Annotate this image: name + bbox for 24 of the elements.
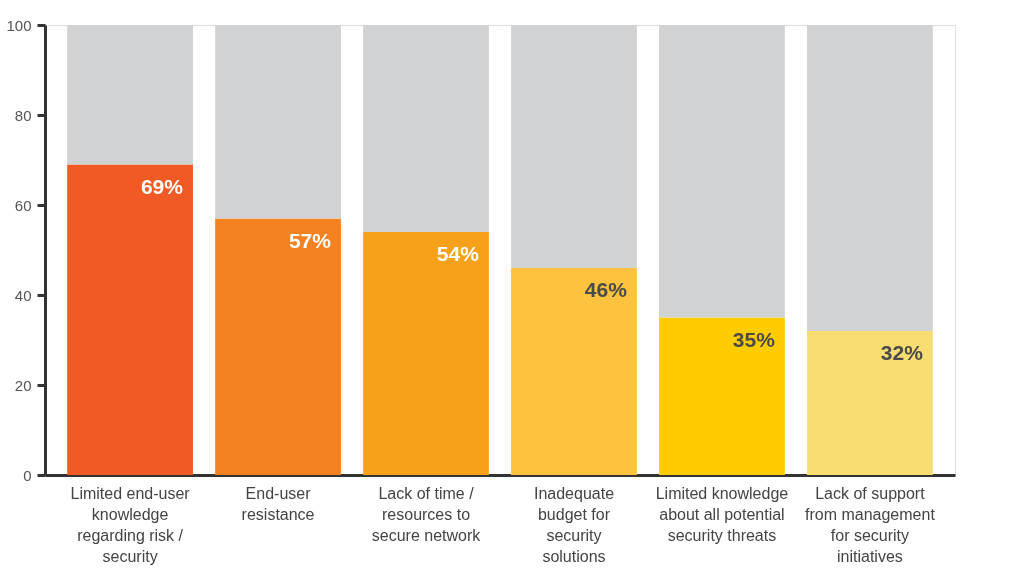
- data-label: 32%: [880, 341, 924, 364]
- data-label: 35%: [732, 327, 776, 351]
- bar: [215, 218, 341, 475]
- data-label: 54%: [436, 242, 480, 265]
- x-tick-label: Limited knowledge about all potential security threats: [655, 484, 789, 544]
- bar: [67, 164, 193, 475]
- x-tick-label: End-user resistance: [241, 484, 315, 523]
- y-tick-label: 20: [14, 376, 32, 394]
- x-tick-label: Lack of support from management for security initiatives: [805, 484, 936, 565]
- bar: [511, 268, 637, 475]
- data-label: 69%: [140, 174, 184, 198]
- x-tick-label: Inadequate budget for security solutions: [533, 484, 615, 565]
- bar: [363, 232, 489, 475]
- x-tick-label: Lack of time / resources to secure network: [371, 484, 482, 544]
- y-tick-label: 80: [14, 106, 32, 124]
- x-tick-label: Limited end-user knowledge regarding risk / security: [70, 484, 191, 565]
- y-tick-label: 60: [14, 196, 32, 214]
- y-tick-label: 0: [23, 466, 32, 484]
- data-label: 46%: [584, 278, 628, 301]
- bar: [659, 317, 785, 475]
- data-label: 57%: [288, 228, 332, 252]
- bar: [807, 331, 933, 475]
- y-tick-label: 100: [6, 16, 32, 34]
- y-tick-label: 40: [14, 286, 32, 304]
